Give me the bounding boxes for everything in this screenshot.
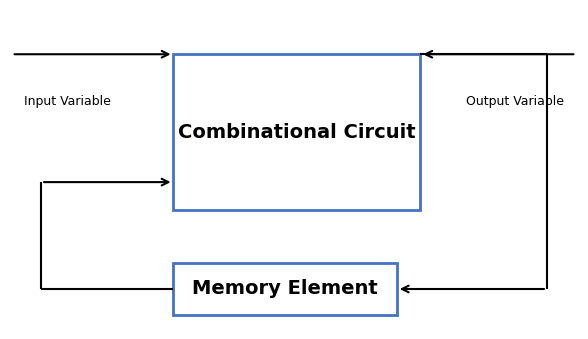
Bar	[173, 54, 420, 210]
Text: Combinational Circuit: Combinational Circuit	[178, 123, 416, 142]
Bar	[173, 263, 397, 315]
Text: Output Variable: Output Variable	[466, 95, 564, 108]
Text: Memory Element: Memory Element	[192, 279, 378, 299]
Text: Input Variable: Input Variable	[24, 95, 111, 108]
